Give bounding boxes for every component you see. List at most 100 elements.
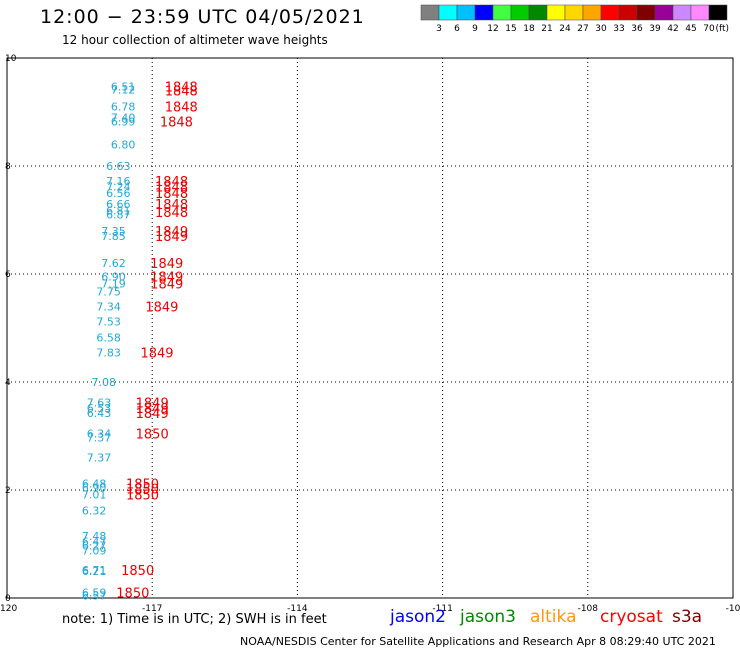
- time-label: 1848: [155, 206, 188, 221]
- time-label: 1849: [150, 271, 183, 286]
- color-swatch: [636, 4, 656, 21]
- time-label: 1848: [155, 181, 188, 196]
- color-scale-label: 45: [685, 24, 696, 34]
- wave-height-label: 6.78: [111, 101, 136, 114]
- time-label: 1848: [155, 175, 188, 190]
- color-scale-label: 30: [595, 24, 607, 34]
- x-tick-label: -10: [726, 604, 740, 614]
- chart-subtitle: 12 hour collection of altimeter wave hei…: [62, 33, 328, 47]
- time-label: 1850: [126, 478, 159, 493]
- color-scale-label: 9: [472, 24, 478, 34]
- time-label: 1848: [155, 187, 188, 202]
- x-tick-label: -108: [578, 604, 599, 614]
- color-scale-legend: 3 6 9 12 15 18 21 24 27 30 33 36 39 42 45 70 (ft): [420, 4, 729, 34]
- wave-height-label: 7.16: [106, 175, 131, 188]
- wave-height-label: 6.53: [87, 402, 112, 415]
- color-scale-label: 39: [649, 24, 661, 34]
- time-label: 1849: [136, 407, 169, 422]
- x-tick-label: -114: [287, 604, 308, 614]
- wave-height-label: 7.75: [96, 285, 121, 298]
- color-swatch: [492, 4, 512, 21]
- color-scale-label: 15: [505, 24, 516, 34]
- color-swatch: [672, 4, 692, 21]
- wave-height-label: 6.66: [106, 198, 131, 211]
- color-scale-label: 42: [667, 24, 678, 34]
- wave-height-label: 6.51: [111, 81, 136, 94]
- time-label: 1850: [116, 587, 149, 602]
- time-label: 1848: [155, 198, 188, 213]
- satellite-legend-item: s3a: [672, 607, 703, 627]
- wave-height-label: 7.53: [96, 316, 121, 329]
- color-scale-label: 70: [703, 24, 715, 34]
- x-tick-label: -120: [0, 604, 17, 614]
- satellite-legend-item: altika: [530, 607, 577, 627]
- wave-height-label: 6.56: [106, 187, 131, 200]
- satellite-legend-item: jason3: [460, 607, 516, 627]
- wave-height-label: 6.57: [82, 589, 107, 602]
- color-scale-label: 18: [523, 24, 535, 34]
- wave-height-label: 7.85: [101, 230, 126, 243]
- time-label: 1848: [160, 116, 193, 131]
- color-swatch: [474, 4, 494, 21]
- time-label: 1849: [140, 346, 173, 361]
- color-swatch: [654, 4, 674, 21]
- data-marks: 6.517.12 6.787.406.99 6.80 6.63 7.167.246.56…: [82, 81, 198, 603]
- wave-height-label: 6.71: [82, 564, 107, 577]
- color-scale-label: 36: [631, 24, 643, 34]
- wave-height-label: 7.48: [82, 530, 107, 543]
- color-swatch: [420, 4, 440, 21]
- time-label: 1849: [150, 257, 183, 272]
- wave-height-label: 7.40: [111, 111, 136, 124]
- time-label: 1849: [150, 278, 183, 293]
- color-swatch: [708, 4, 728, 21]
- y-tick-label: 0: [5, 594, 11, 604]
- wave-height-label: 7.35: [101, 225, 126, 238]
- wave-height-label: 6.63: [106, 160, 131, 173]
- wave-height-label: 6.27: [82, 540, 107, 553]
- wave-height-label: 6.87: [106, 209, 131, 222]
- x-tick-label: -111: [432, 604, 452, 614]
- chart-title: 12:00 − 23:59 UTC 04/05/2021: [40, 6, 365, 28]
- color-scale-label: 27: [577, 24, 588, 34]
- color-scale-label: 6: [454, 24, 460, 34]
- wave-height-label: 6.99: [111, 116, 136, 129]
- y-tick-label: 10: [5, 54, 17, 64]
- axes: -120 -117 -114 -111 -108 -10 0 2 4 6 8 10: [0, 54, 740, 614]
- x-tick-label: -117: [142, 604, 162, 614]
- color-scale-unit: (ft): [715, 24, 729, 34]
- wave-height-label: 7.34: [96, 300, 121, 313]
- wave-height-label: 7.37: [87, 452, 112, 465]
- color-swatch: [456, 4, 476, 21]
- y-tick-label: 2: [5, 486, 11, 496]
- wave-height-label: 7.09: [82, 544, 107, 557]
- satellite-legend-item: cryosat: [600, 607, 663, 627]
- wave-height-label: 7.19: [101, 278, 126, 291]
- color-swatch: [510, 4, 530, 21]
- y-tick-label: 6: [5, 270, 11, 280]
- wave-height-label: 6.34: [87, 427, 112, 440]
- wave-height-label: 7.24: [106, 181, 131, 194]
- time-label: 1849: [136, 402, 169, 417]
- time-label: 1850: [121, 564, 154, 579]
- color-swatch: [438, 4, 458, 21]
- color-scale-label: 21: [541, 24, 552, 34]
- wave-height-label: 7.37: [87, 432, 112, 445]
- color-scale-label: 33: [613, 24, 624, 34]
- color-swatch: [564, 4, 584, 21]
- wave-height-label: 7.01: [82, 488, 107, 501]
- color-swatch: [528, 4, 548, 21]
- color-scale-label: 24: [559, 24, 571, 34]
- wave-height-label: 6.47: [82, 535, 107, 548]
- time-label: 1849: [145, 300, 178, 315]
- grid-lines: [7, 58, 733, 598]
- wave-height-label: 7.62: [101, 257, 126, 270]
- wave-height-label: 6.81: [106, 204, 131, 217]
- chart-note: note: 1) Time is in UTC; 2) SWH is in fe…: [62, 612, 327, 627]
- y-tick-label: 4: [5, 378, 11, 388]
- color-scale-label: 12: [487, 24, 498, 34]
- wave-height-label: 7.12: [111, 83, 136, 96]
- color-scale-label: 3: [436, 24, 442, 34]
- time-label: 1850: [126, 488, 159, 503]
- time-label: 1848: [165, 84, 198, 99]
